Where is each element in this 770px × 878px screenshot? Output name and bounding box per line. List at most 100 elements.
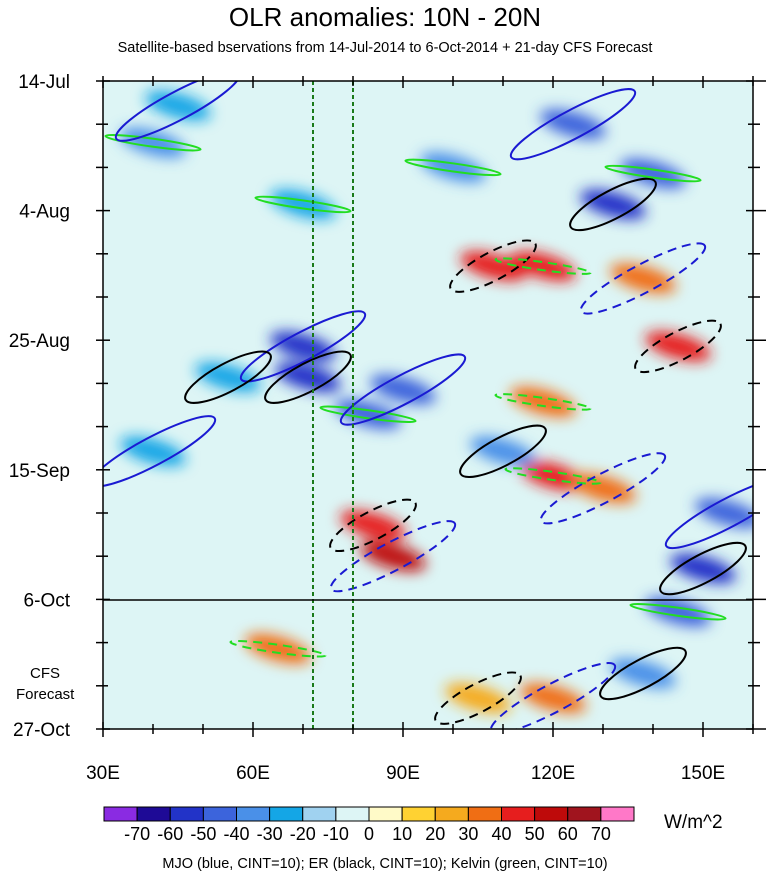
forecast-label-line2: Forecast bbox=[16, 686, 75, 703]
colorbar-label-9: 20 bbox=[425, 824, 445, 844]
er-contour-10 bbox=[434, 671, 522, 725]
kelvin-contour-8 bbox=[229, 640, 327, 658]
kelvin-contour-29 bbox=[254, 195, 352, 214]
mjo-contour-21 bbox=[664, 476, 753, 550]
anomaly-cell-20 bbox=[645, 596, 711, 627]
colorbar-box-3 bbox=[202, 806, 237, 822]
colorbar-units: W/m^2 bbox=[664, 812, 723, 833]
chart-title: OLR anomalies: 10N - 20N bbox=[228, 2, 542, 32]
mjo-contour-15 bbox=[339, 353, 467, 426]
er-contour-25 bbox=[184, 350, 272, 404]
colorbar-label-10: 30 bbox=[458, 824, 478, 844]
colorbar-box-0 bbox=[103, 806, 138, 822]
anomaly-cell-29 bbox=[270, 189, 336, 220]
x-tick-label-2: 90E bbox=[386, 763, 420, 784]
colorbar-box-11 bbox=[467, 806, 502, 822]
anomaly-cell-11 bbox=[510, 387, 576, 417]
wave-contours bbox=[103, 81, 753, 729]
colorbar-box-15 bbox=[600, 806, 635, 822]
colorbar-box-1 bbox=[136, 806, 171, 822]
colorbar-box-10 bbox=[434, 806, 469, 822]
colorbar-box-8 bbox=[368, 806, 403, 822]
kelvin-contour-23 bbox=[104, 133, 202, 152]
y-tick-label-2: 25-Aug bbox=[9, 331, 70, 352]
colorbar-label-8: 10 bbox=[392, 824, 412, 844]
colorbar-box-9 bbox=[401, 806, 436, 822]
axes bbox=[102, 80, 754, 730]
y-axis: 14-Jul 4-Aug 25-Aug 15-Sep 6-Oct 27-Oct bbox=[9, 72, 766, 741]
colorbar-label-7: 0 bbox=[364, 824, 374, 844]
colorbar-label-5: -20 bbox=[290, 824, 316, 844]
anomaly-cell-26 bbox=[420, 152, 486, 183]
er-contour-1 bbox=[329, 498, 417, 553]
colorbar-label-13: 60 bbox=[558, 824, 578, 844]
colorbar-box-2 bbox=[169, 806, 204, 822]
colorbar-label-1: -60 bbox=[157, 824, 183, 844]
y-tick-label-5: 27-Oct bbox=[13, 720, 71, 741]
colorbar-label-4: -30 bbox=[257, 824, 283, 844]
er-contour-28 bbox=[459, 424, 547, 478]
y-tick-label-4: 6-Oct bbox=[24, 590, 71, 611]
colorbar-label-2: -50 bbox=[190, 824, 216, 844]
anomaly-cell-17 bbox=[620, 158, 686, 189]
anomaly-cell-23 bbox=[120, 127, 186, 158]
colorbar-label-14: 70 bbox=[591, 824, 611, 844]
forecast-label-line1: CFS bbox=[30, 665, 60, 682]
colorbar: -70 -60 -50 -40 -30 -20 -10 0 10 20 30 40 50 60 70 bbox=[103, 806, 635, 844]
kelvin-contour-14 bbox=[319, 405, 417, 424]
colorbar-box-7 bbox=[335, 806, 370, 822]
anomaly-cell-8 bbox=[245, 633, 311, 664]
er-contour-4 bbox=[449, 239, 537, 293]
mjo-contour-12 bbox=[239, 310, 367, 383]
colorbar-label-0: -70 bbox=[124, 824, 150, 844]
mjo-contour-3 bbox=[539, 452, 667, 525]
colorbar-box-5 bbox=[269, 806, 304, 822]
kelvin-contour-5 bbox=[494, 257, 592, 275]
colorbar-label-11: 40 bbox=[491, 824, 511, 844]
mjo-contour-0 bbox=[329, 520, 457, 593]
colorbar-box-14 bbox=[567, 806, 602, 822]
colorbar-label-12: 50 bbox=[525, 824, 545, 844]
colorbar-label-6: -10 bbox=[323, 824, 349, 844]
y-tick-label-3: 15-Sep bbox=[9, 461, 70, 482]
x-axis: 30E 60E 90E 120E 150E bbox=[86, 76, 754, 784]
kelvin-contour-17 bbox=[604, 164, 702, 183]
colorbar-label-3: -40 bbox=[223, 824, 249, 844]
anomaly-cell-1 bbox=[340, 510, 406, 541]
mjo-contour-24 bbox=[114, 81, 242, 142]
mjo-contour-6 bbox=[579, 242, 707, 315]
contour-legend: MJO (blue, CINT=10); ER (black, CINT=10)… bbox=[162, 856, 608, 872]
kelvin-contour-2 bbox=[504, 467, 602, 485]
kelvin-contour-26 bbox=[404, 158, 502, 177]
field-background bbox=[103, 81, 753, 729]
anomaly-cell-4 bbox=[460, 251, 526, 282]
plot-frame bbox=[102, 80, 754, 730]
mjo-contour-18 bbox=[509, 88, 637, 161]
anomaly-cell-10 bbox=[445, 683, 511, 714]
er-contour-16 bbox=[569, 177, 657, 232]
er-contour-22 bbox=[599, 646, 687, 701]
mjo-contour-27 bbox=[103, 415, 217, 488]
x-tick-label-1: 60E bbox=[236, 763, 270, 784]
colorbar-box-6 bbox=[302, 806, 337, 822]
x-tick-label-3: 120E bbox=[531, 763, 575, 784]
colorbar-box-12 bbox=[501, 806, 536, 822]
kelvin-contour-20 bbox=[629, 602, 727, 621]
reference-lines bbox=[312, 81, 354, 729]
kelvin-contour-11 bbox=[494, 393, 592, 411]
x-tick-label-4: 150E bbox=[681, 763, 725, 784]
colorbar-box-4 bbox=[236, 806, 271, 822]
anomaly-cell-2 bbox=[520, 461, 586, 491]
x-tick-label-0: 30E bbox=[86, 763, 120, 784]
olr-anomaly-field bbox=[103, 81, 753, 729]
anomaly-cell-7 bbox=[645, 331, 711, 362]
y-tick-label-1: 4-Aug bbox=[19, 202, 70, 223]
colorbar-box-13 bbox=[534, 806, 569, 822]
er-contour-7 bbox=[634, 319, 722, 374]
er-contour-13 bbox=[264, 350, 352, 404]
mjo-contour-9 bbox=[489, 662, 617, 729]
chart-subtitle: Satellite-based bservations from 14-Jul-… bbox=[117, 40, 653, 56]
y-tick-label-0: 14-Jul bbox=[18, 72, 70, 93]
er-contour-19 bbox=[659, 541, 747, 596]
